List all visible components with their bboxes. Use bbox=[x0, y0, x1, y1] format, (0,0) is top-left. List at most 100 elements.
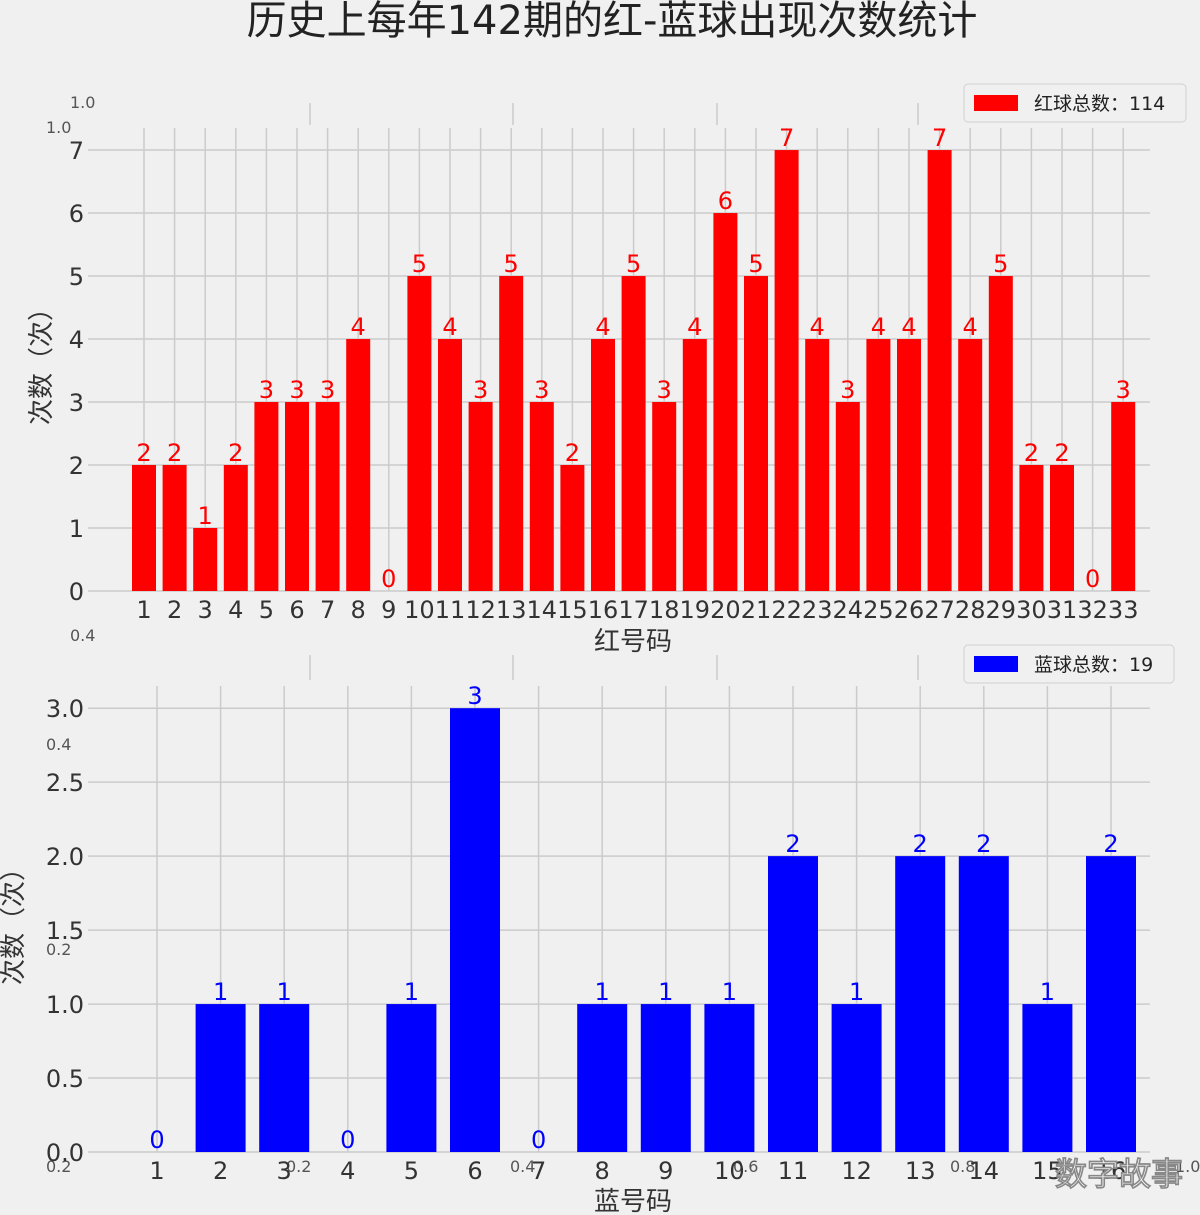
bar-value-label: 7 bbox=[779, 124, 794, 152]
bar-value-label: 5 bbox=[412, 250, 427, 278]
bar bbox=[254, 402, 279, 591]
bar-value-label: 0 bbox=[149, 1126, 164, 1154]
bar-value-label: 2 bbox=[228, 439, 243, 467]
bar bbox=[768, 856, 818, 1152]
bar bbox=[1050, 465, 1074, 591]
x-tick-label: 6 bbox=[467, 1157, 482, 1185]
bar-value-label: 2 bbox=[167, 439, 182, 467]
y-tick-label: 1 bbox=[69, 515, 84, 543]
bar-value-label: 1 bbox=[404, 978, 419, 1006]
bar bbox=[897, 339, 921, 591]
bar-value-label: 1 bbox=[213, 978, 228, 1006]
y-tick-label: 5 bbox=[69, 263, 84, 291]
y-tick-label: 1.0 bbox=[46, 991, 84, 1019]
bar bbox=[682, 339, 707, 591]
x-tick-label: 9 bbox=[658, 1157, 673, 1185]
y-tick-label: 2 bbox=[69, 452, 84, 480]
bar bbox=[713, 213, 738, 591]
y-tick-label: 0 bbox=[69, 578, 84, 606]
x-tick-label: 15 bbox=[1032, 1157, 1063, 1185]
x-tick-label: 18 bbox=[649, 596, 680, 624]
x-tick-label: 15 bbox=[557, 596, 588, 624]
bar bbox=[958, 856, 1009, 1152]
watermark: 数字故事 bbox=[1055, 1155, 1183, 1193]
x-tick-label: 9 bbox=[381, 596, 396, 624]
x-tick-label: 11 bbox=[778, 1157, 809, 1185]
bar bbox=[450, 708, 500, 1152]
bar-value-label: 2 bbox=[565, 439, 580, 467]
bar bbox=[652, 402, 677, 591]
x-tick-label: 5 bbox=[404, 1157, 419, 1185]
x-tick-label: 14 bbox=[527, 596, 558, 624]
x-tick-label: 31 bbox=[1047, 596, 1078, 624]
bar bbox=[499, 276, 524, 591]
bar-value-label: 1 bbox=[595, 978, 610, 1006]
bar-value-label: 4 bbox=[963, 313, 978, 341]
x-tick-label: 2 bbox=[167, 596, 182, 624]
bar-value-label: 2 bbox=[913, 830, 928, 858]
y-tick-label: 6 bbox=[69, 200, 84, 228]
x-tick-label: 21 bbox=[741, 596, 772, 624]
bar-value-label: 3 bbox=[473, 376, 488, 404]
bar bbox=[577, 1004, 628, 1152]
legend-box bbox=[963, 83, 1187, 123]
x-tick-label: 32 bbox=[1077, 596, 1108, 624]
bar bbox=[386, 1004, 437, 1152]
background-tick-label: 1.0 bbox=[46, 118, 71, 137]
x-tick-label: 23 bbox=[802, 596, 833, 624]
bar-value-label: 1 bbox=[198, 502, 213, 530]
bar bbox=[988, 276, 1013, 591]
legend-swatch bbox=[974, 656, 1018, 672]
bar-value-label: 4 bbox=[595, 313, 610, 341]
x-tick-label: 5 bbox=[259, 596, 274, 624]
x-tick-label: 1 bbox=[149, 1157, 164, 1185]
x-tick-label: 10 bbox=[404, 596, 435, 624]
x-tick-label: 6 bbox=[289, 596, 304, 624]
x-axis-label: 红号码 bbox=[594, 627, 672, 657]
bar-value-label: 2 bbox=[136, 439, 151, 467]
red-ball-chart: 0123456721221324353637480951041131251331… bbox=[27, 83, 1187, 657]
bar-value-label: 3 bbox=[657, 376, 672, 404]
bar-value-label: 7 bbox=[932, 124, 947, 152]
x-tick-label: 14 bbox=[969, 1157, 1000, 1185]
bar-value-label: 5 bbox=[748, 250, 763, 278]
legend: 蓝球总数：19 bbox=[963, 644, 1175, 684]
background-tick-label: 0.2 bbox=[286, 1157, 311, 1176]
x-tick-label: 7 bbox=[531, 1157, 546, 1185]
bar-value-label: 3 bbox=[534, 376, 549, 404]
x-tick-label: 7 bbox=[320, 596, 335, 624]
x-tick-label: 24 bbox=[833, 596, 864, 624]
x-tick-label: 2 bbox=[213, 1157, 228, 1185]
bar-value-label: 2 bbox=[1024, 439, 1039, 467]
background-axes: 1.0 1.0 0.4 0.4 0.2 0.2 0.2 0.4 0.6 0.8 1.0 bbox=[46, 93, 1200, 1176]
y-axis-label: 次数（次） bbox=[0, 855, 29, 985]
bar bbox=[591, 339, 615, 591]
y-tick-label: 0.5 bbox=[46, 1065, 84, 1093]
bar bbox=[621, 276, 646, 591]
x-tick-label: 11 bbox=[435, 596, 466, 624]
y-tick-label: 0.0 bbox=[46, 1139, 84, 1167]
bar bbox=[1022, 1004, 1073, 1152]
x-tick-label: 33 bbox=[1108, 596, 1139, 624]
y-tick-label: 4 bbox=[69, 326, 84, 354]
x-tick-label: 4 bbox=[228, 596, 243, 624]
blue-ball-chart: 0.00.51.01.52.02.53.00112130415360718191… bbox=[0, 644, 1175, 1215]
bar-value-label: 5 bbox=[626, 250, 641, 278]
bar-value-label: 2 bbox=[1054, 439, 1069, 467]
bar bbox=[223, 465, 248, 591]
bar-value-label: 1 bbox=[722, 978, 737, 1006]
y-tick-label: 2.5 bbox=[46, 769, 84, 797]
chart-title: 历史上每年142期的红-蓝球出现次数统计 bbox=[247, 0, 978, 44]
x-tick-label: 13 bbox=[496, 596, 527, 624]
x-tick-label: 26 bbox=[894, 596, 925, 624]
bar-value-label: 1 bbox=[277, 978, 292, 1006]
background-tick-label: 0.4 bbox=[70, 626, 95, 645]
bar bbox=[831, 1004, 882, 1152]
x-tick-label: 16 bbox=[1096, 1157, 1127, 1185]
bar-value-label: 4 bbox=[871, 313, 886, 341]
legend-label: 蓝球总数：19 bbox=[1034, 654, 1153, 676]
bar-value-label: 0 bbox=[340, 1126, 355, 1154]
x-tick-label: 30 bbox=[1016, 596, 1047, 624]
x-tick-label: 13 bbox=[905, 1157, 936, 1185]
